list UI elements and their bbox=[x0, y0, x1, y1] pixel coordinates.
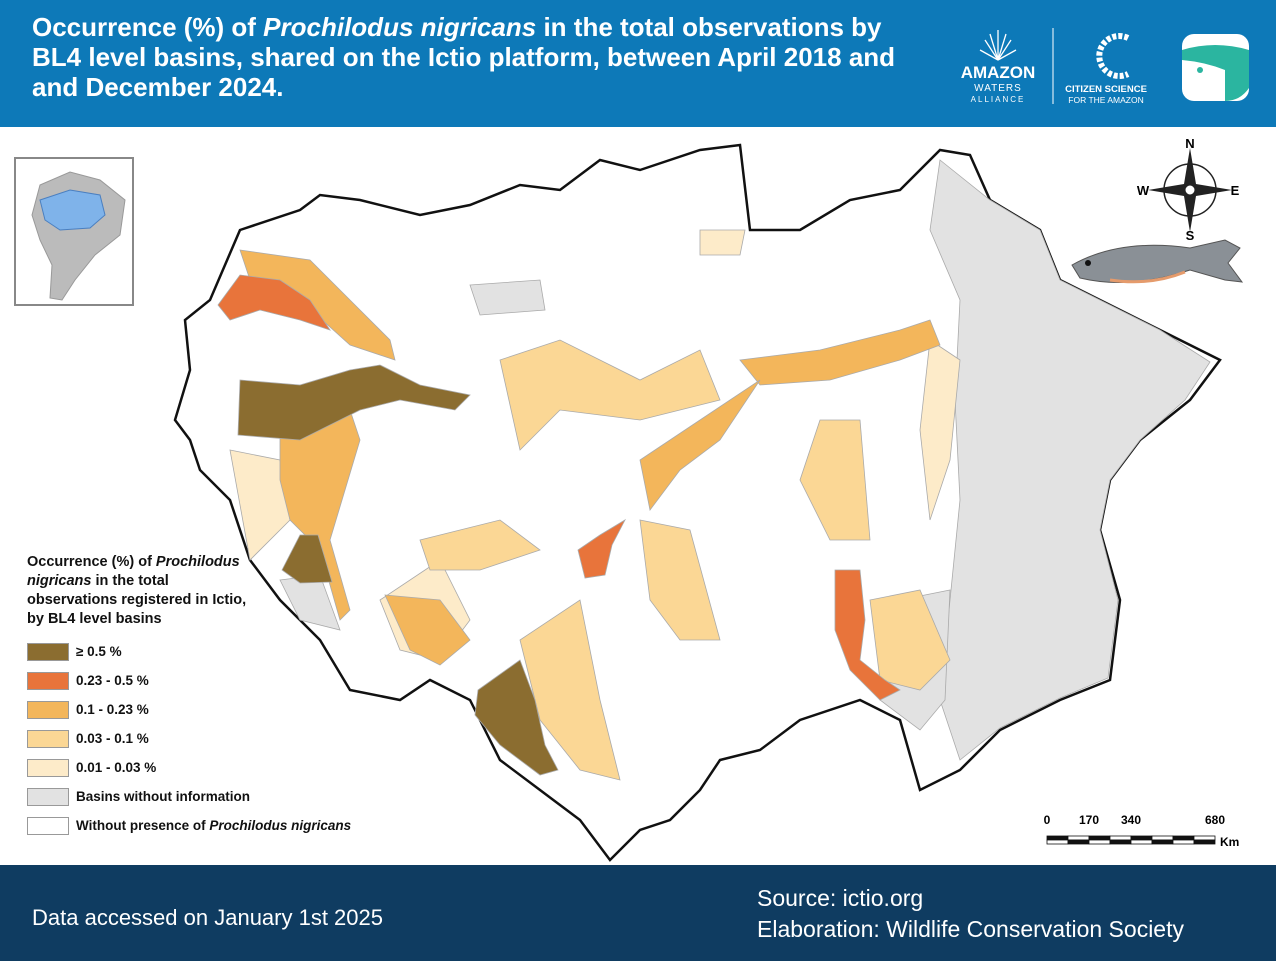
legend-title-text: Occurrence (%) of bbox=[27, 554, 156, 570]
compass-label: W bbox=[1137, 183, 1150, 198]
scale-segment bbox=[1109, 835, 1132, 841]
basin bbox=[419, 519, 541, 571]
basin bbox=[869, 589, 951, 691]
legend-title-text: in the total observations registered in … bbox=[27, 573, 247, 627]
legend-label: 0.03 - 0.1 % bbox=[76, 731, 149, 746]
fish-fin bbox=[1109, 270, 1186, 284]
compass-label: N bbox=[1185, 136, 1194, 151]
legend-title: Occurrence (%) of Prochilodus nigricans … bbox=[27, 553, 257, 629]
legend-label: Basins without information bbox=[76, 789, 250, 804]
scale-segment bbox=[1046, 839, 1069, 845]
footer: Data accessed on January 1st 2025 Source… bbox=[0, 865, 1276, 961]
scale-segment bbox=[1172, 835, 1195, 841]
scale-segment bbox=[1151, 835, 1174, 841]
fish-eye bbox=[1085, 260, 1091, 266]
legend-swatch bbox=[27, 817, 69, 835]
basin bbox=[639, 519, 721, 641]
basin bbox=[919, 339, 961, 521]
basins bbox=[217, 159, 1211, 781]
logo-text: CITIZEN SCIENCE bbox=[1065, 84, 1147, 95]
basin bbox=[519, 599, 621, 781]
scale-segment bbox=[1109, 839, 1132, 845]
logo-text: AMAZON bbox=[961, 63, 1036, 82]
scale-segment bbox=[1088, 835, 1111, 841]
basin bbox=[281, 534, 333, 584]
amazon-logo-icon bbox=[979, 30, 1017, 61]
legend-swatch bbox=[27, 788, 69, 806]
scale-label: 170 bbox=[1079, 813, 1099, 827]
footer-source: Source: ictio.org bbox=[757, 885, 924, 911]
scale-segment bbox=[1172, 839, 1195, 845]
scale-segment bbox=[1067, 835, 1090, 841]
compass-center bbox=[1184, 184, 1196, 196]
scale-bar: 0 170 340 680 Km bbox=[1044, 813, 1240, 849]
legend-label: 0.1 - 0.23 % bbox=[76, 702, 149, 717]
legend-swatch bbox=[27, 730, 69, 748]
inset-map bbox=[14, 157, 134, 306]
scale-segment bbox=[1130, 839, 1153, 845]
scale-segment bbox=[1046, 835, 1069, 841]
fish-illustration bbox=[1071, 239, 1244, 284]
fish-body bbox=[1071, 239, 1244, 283]
scale-unit: Km bbox=[1220, 835, 1239, 849]
title: Occurrence (%) of Prochilodus nigricans … bbox=[32, 12, 902, 102]
legend-label-text: Without presence of bbox=[76, 818, 210, 833]
ictio-logo-mark bbox=[1182, 45, 1249, 101]
legend-swatch bbox=[27, 672, 69, 690]
legend-label: ≥ 0.5 % bbox=[76, 644, 122, 659]
basin bbox=[217, 274, 331, 331]
basin bbox=[639, 379, 761, 511]
logo-text: WATERS bbox=[974, 83, 1022, 94]
inset-basin bbox=[39, 189, 106, 231]
scale-segment bbox=[1193, 839, 1216, 845]
logos: AMAZON WATERS ALLIANCE CITIZEN SCIENCE F… bbox=[961, 28, 1249, 105]
basin bbox=[499, 339, 721, 451]
legend-swatch bbox=[27, 701, 69, 719]
scale-segment bbox=[1193, 835, 1216, 841]
footer-elaboration: Elaboration: Wildlife Conservation Socie… bbox=[757, 916, 1184, 942]
basin bbox=[237, 364, 471, 441]
title-species: Prochilodus nigricans bbox=[263, 12, 537, 42]
basin bbox=[384, 594, 471, 666]
legend-label: Without presence of Prochilodus nigrican… bbox=[76, 818, 351, 833]
scale-segment bbox=[1130, 835, 1153, 841]
logo-text: FOR THE AMAZON bbox=[1068, 95, 1143, 105]
compass-label: E bbox=[1231, 183, 1240, 198]
header-bar bbox=[0, 0, 1276, 127]
scale-segment bbox=[1151, 839, 1174, 845]
basin bbox=[699, 229, 746, 256]
basin bbox=[799, 419, 871, 541]
legend-label-species: Prochilodus nigricans bbox=[209, 818, 352, 833]
legend-label: 0.01 - 0.03 % bbox=[76, 760, 157, 775]
scale-segment bbox=[1067, 839, 1090, 845]
ictio-logo-eye bbox=[1197, 67, 1203, 73]
legend-swatch bbox=[27, 759, 69, 777]
logo-text: ALLIANCE bbox=[971, 95, 1026, 104]
basin bbox=[469, 279, 546, 316]
basin bbox=[279, 409, 361, 621]
basin bbox=[929, 159, 1211, 761]
citizen-logo-icon bbox=[1096, 33, 1130, 79]
legend-swatch bbox=[27, 643, 69, 661]
title-text: Occurrence (%) of bbox=[32, 12, 264, 42]
footer-accessed: Data accessed on January 1st 2025 bbox=[32, 905, 384, 930]
scale-label: 340 bbox=[1121, 813, 1141, 827]
compass-label: S bbox=[1186, 228, 1195, 243]
basin bbox=[577, 518, 627, 579]
legend-label: 0.23 - 0.5 % bbox=[76, 673, 149, 688]
scale-label: 680 bbox=[1205, 813, 1225, 827]
scale-segment bbox=[1088, 839, 1111, 845]
scale-label: 0 bbox=[1044, 813, 1051, 827]
basin bbox=[474, 659, 559, 776]
compass: N S E W bbox=[1137, 136, 1240, 243]
title-text: in the total observations by BL4 level b… bbox=[32, 12, 896, 102]
basin bbox=[834, 569, 901, 701]
basin bbox=[739, 319, 941, 386]
legend-title-species: Prochilodus nigricans bbox=[27, 554, 240, 589]
